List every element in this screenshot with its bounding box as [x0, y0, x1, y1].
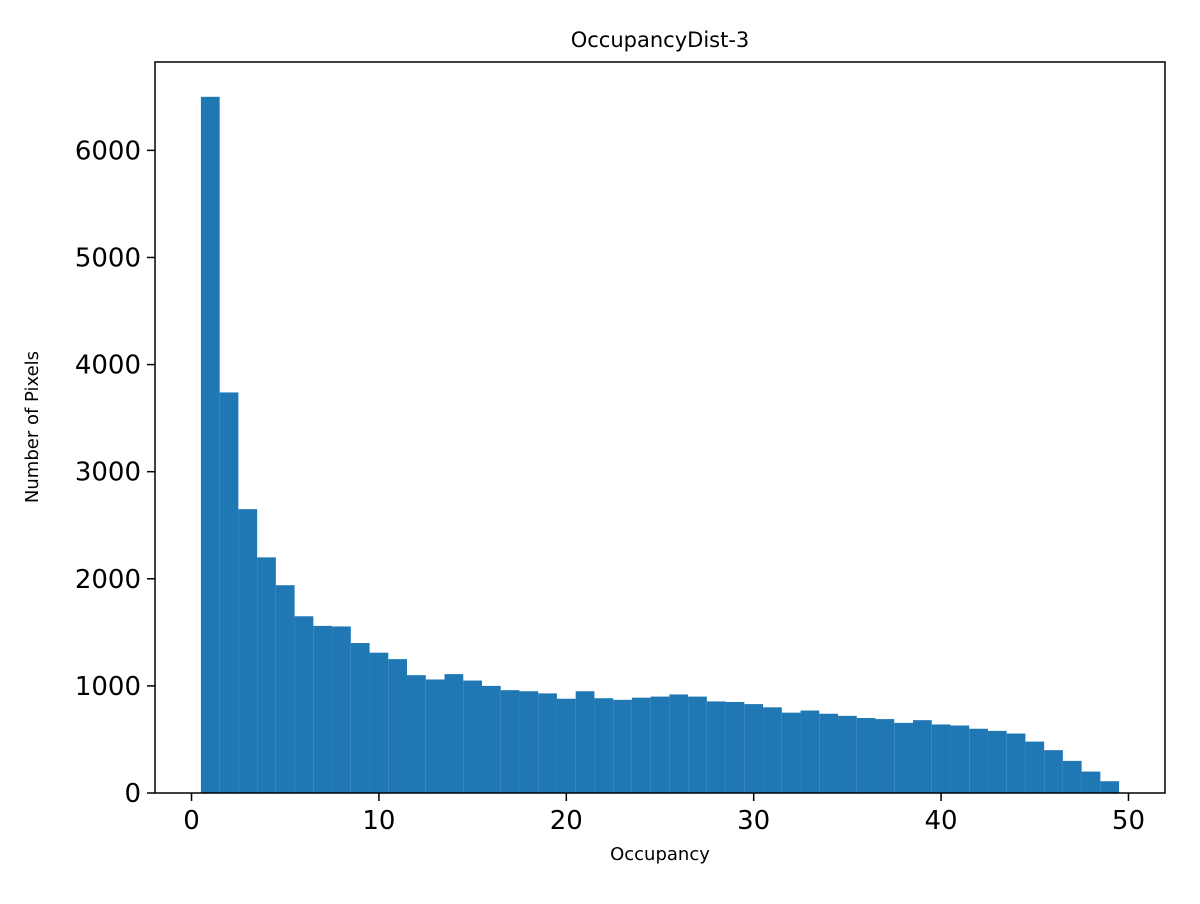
- histogram-bar: [838, 715, 857, 793]
- histogram-bar: [969, 728, 988, 793]
- histogram-bar: [613, 699, 632, 793]
- histogram-bar: [238, 509, 258, 793]
- histogram-bar: [1081, 771, 1101, 793]
- histogram-bar: [350, 643, 370, 793]
- histogram-bar: [444, 674, 464, 793]
- histogram-bar: [388, 659, 408, 793]
- histogram-bar: [556, 698, 576, 793]
- y-tick-label: 1000: [75, 672, 141, 702]
- histogram-bar: [1025, 741, 1045, 793]
- histogram-bar: [763, 707, 782, 793]
- histogram-bar: [575, 691, 595, 793]
- histogram-bar: [931, 724, 951, 793]
- histogram-bar: [200, 96, 220, 793]
- histogram-bar: [819, 713, 839, 793]
- plot-frame: [154, 61, 1166, 794]
- histogram-bar: [275, 585, 295, 793]
- histogram-bar: [950, 725, 970, 793]
- y-tick-label: 3000: [75, 458, 141, 488]
- histogram-bar: [219, 392, 239, 793]
- histogram-bar: [987, 730, 1007, 793]
- histogram-bar: [519, 691, 539, 793]
- x-tick-label: 20: [550, 806, 583, 836]
- histogram-bar: [669, 694, 689, 793]
- histogram-bar: [912, 720, 932, 793]
- bars-layer: [200, 96, 1120, 793]
- histogram-bar: [744, 704, 764, 793]
- y-tick-label: 4000: [75, 351, 141, 381]
- histogram-bar: [894, 722, 913, 793]
- histogram-bar: [650, 696, 670, 793]
- histogram-bar: [500, 690, 520, 793]
- x-tick-label: 50: [1112, 806, 1145, 836]
- histogram-bar: [875, 719, 895, 793]
- histogram-bar: [1044, 750, 1063, 793]
- histogram-bar: [538, 693, 557, 793]
- histogram-bar: [481, 685, 501, 793]
- histogram-bar: [407, 675, 426, 793]
- histogram-bar: [369, 652, 389, 793]
- histogram-bar: [706, 701, 726, 793]
- chart-title: OccupancyDist-3: [571, 28, 750, 52]
- y-tick-label: 5000: [75, 243, 141, 273]
- x-tick-label: 30: [737, 806, 770, 836]
- histogram-bar: [294, 616, 314, 793]
- histogram-bar: [856, 718, 876, 793]
- histogram-bar: [688, 696, 707, 793]
- histogram-bar: [1100, 781, 1120, 793]
- y-tick-label: 2000: [75, 565, 141, 595]
- histogram-bar: [1062, 760, 1082, 793]
- histogram-bar: [800, 710, 820, 793]
- y-tick-label: 0: [124, 779, 141, 809]
- x-tick-label: 10: [362, 806, 395, 836]
- histogram-bar: [631, 697, 651, 793]
- histogram-bar: [313, 625, 333, 793]
- histogram-bar: [332, 626, 351, 793]
- x-axis-label: Occupancy: [610, 844, 710, 865]
- histogram-bar: [425, 679, 445, 793]
- histogram-bar: [781, 712, 801, 793]
- x-tick-label: 0: [183, 806, 200, 836]
- y-axis-label: Number of Pixels: [22, 351, 43, 503]
- y-tick-label: 6000: [75, 136, 141, 166]
- axes-layer: 0 10 20 30 40 50 0 1000 2000 3000 4000 5000 6000: [75, 136, 1145, 836]
- histogram-bar: [594, 698, 614, 793]
- histogram-bar: [257, 557, 276, 793]
- histogram-bar: [463, 680, 482, 793]
- histogram-bar: [725, 701, 745, 793]
- histogram-bar: [1006, 733, 1026, 793]
- x-tick-label: 40: [925, 806, 958, 836]
